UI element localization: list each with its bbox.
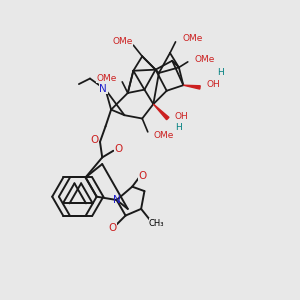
Text: O: O (108, 223, 116, 233)
Polygon shape (183, 85, 200, 89)
Text: H: H (176, 123, 182, 132)
Text: OH: OH (174, 112, 188, 121)
Text: OH: OH (206, 80, 220, 88)
Text: OMe: OMe (182, 34, 202, 43)
Text: O: O (138, 171, 146, 181)
Text: OMe: OMe (194, 55, 214, 64)
Text: N: N (100, 83, 107, 94)
Polygon shape (153, 104, 169, 120)
Text: OMe: OMe (112, 38, 132, 46)
Text: OMe: OMe (97, 74, 117, 83)
Text: OMe: OMe (153, 131, 173, 140)
Text: O: O (90, 135, 99, 145)
Text: N: N (113, 195, 121, 205)
Text: O: O (115, 143, 123, 154)
Text: CH₃: CH₃ (149, 219, 164, 228)
Text: H: H (217, 68, 224, 77)
